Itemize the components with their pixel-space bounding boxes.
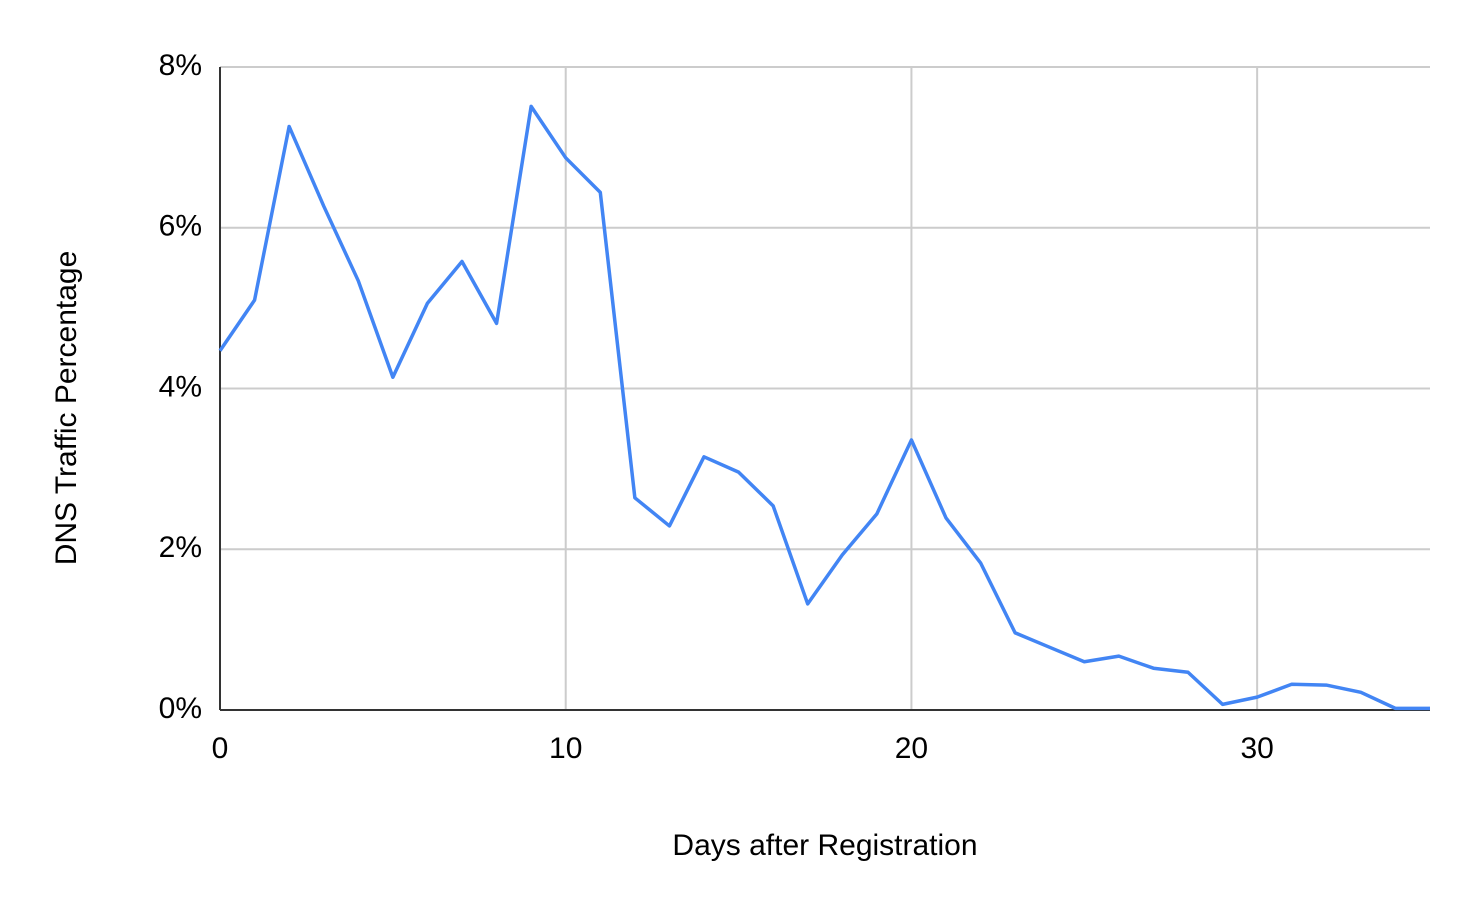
x-tick-label: 30 [1240,732,1273,765]
y-tick-label: 4% [159,370,202,403]
y-tick-label: 2% [159,531,202,564]
x-tick-label: 10 [549,732,582,765]
y-tick-label: 0% [159,692,202,725]
x-axis-label: Days after Registration [672,829,977,862]
y-axis-label: DNS Traffic Percentage [50,251,83,566]
x-tick-label: 20 [895,732,928,765]
data-line [218,104,1430,711]
x-tick-label: 0 [212,732,229,765]
y-tick-label: 8% [159,49,202,82]
y-tick-label: 6% [159,210,202,243]
